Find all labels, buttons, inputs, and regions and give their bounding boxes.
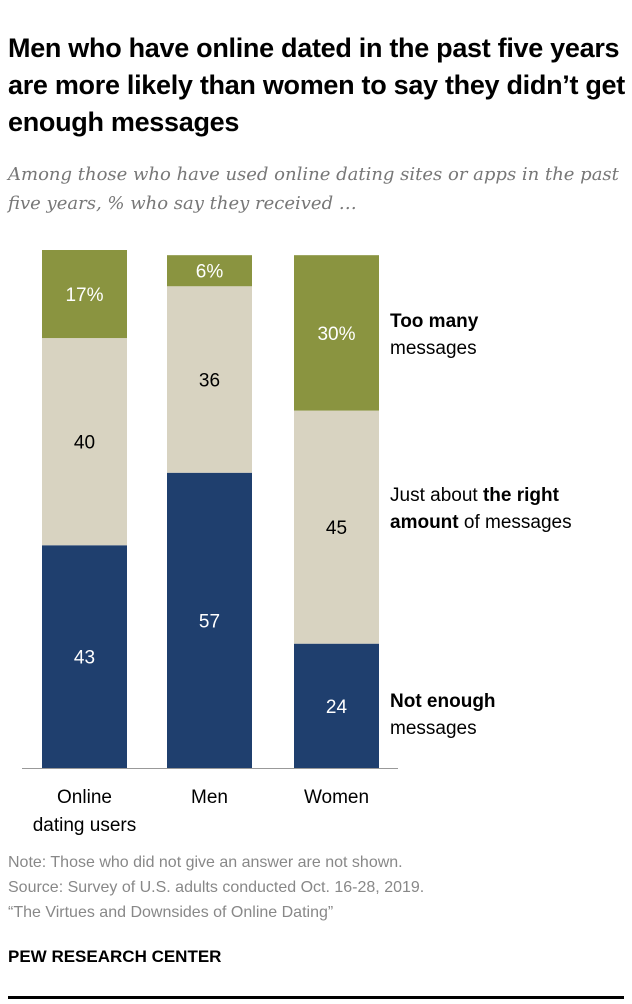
- legend-not-enough-rest: messages: [390, 718, 477, 739]
- bottom-rule: [8, 996, 624, 999]
- data-label: 24: [326, 697, 348, 718]
- note-text: Note: Those who did not give an answer a…: [8, 854, 403, 871]
- data-label: 17%: [65, 285, 103, 306]
- report-text: “The Virtues and Downsides of Online Dat…: [8, 904, 334, 921]
- chart-subtitle: Among those who have used online dating …: [8, 164, 619, 214]
- legend-not-enough: Not enough messages: [390, 688, 496, 742]
- legend-too-many: Too many messages: [390, 308, 478, 362]
- legend-right-post: of messages: [458, 512, 572, 533]
- bar-segment: [167, 286, 252, 473]
- data-label: 30%: [317, 324, 355, 345]
- legend-right-amount: Just about the right amount of messages: [390, 482, 590, 536]
- legend-too-many-rest: messages: [390, 338, 477, 359]
- data-label: 57: [199, 611, 220, 632]
- source-text: Source: Survey of U.S. adults conducted …: [8, 879, 425, 896]
- category-label: Men: [145, 784, 275, 812]
- brand-logo-text: PEW RESEARCH CENTER: [8, 947, 222, 966]
- data-label: 40: [74, 433, 95, 454]
- stacked-bar-chart: 43 40 17% 57 36 6% 24 45 30%: [22, 250, 398, 769]
- legend-right-bold: the right amount: [390, 485, 559, 533]
- bar-segment: [167, 255, 252, 287]
- bar-segment: [42, 338, 127, 546]
- legend-too-many-bold: Too many: [390, 311, 479, 332]
- data-label: 6%: [196, 262, 224, 283]
- category-label-line: dating users: [32, 815, 137, 836]
- data-label: 45: [326, 518, 347, 539]
- notes: Note: Those who did not give an answer a…: [8, 850, 424, 925]
- bar-segment: [167, 472, 252, 768]
- bar-segment: [294, 255, 379, 411]
- bar-segment: [42, 545, 127, 768]
- data-label: 36: [199, 371, 220, 392]
- category-label: Online dating users: [20, 784, 150, 840]
- legend-not-enough-bold: Not enough: [390, 691, 496, 712]
- data-label: 43: [74, 648, 95, 669]
- bar-segment: [294, 643, 379, 768]
- category-label-line: Women: [303, 787, 370, 808]
- legend-right-pre: Just about: [390, 485, 483, 506]
- chart-title: Men who have online dated in the past fi…: [8, 33, 625, 137]
- bar-segment: [294, 410, 379, 644]
- category-label-line: Online: [57, 787, 112, 808]
- bar-segment: [42, 250, 127, 339]
- category-label-line: Men: [191, 787, 228, 808]
- category-label: Women: [272, 784, 402, 812]
